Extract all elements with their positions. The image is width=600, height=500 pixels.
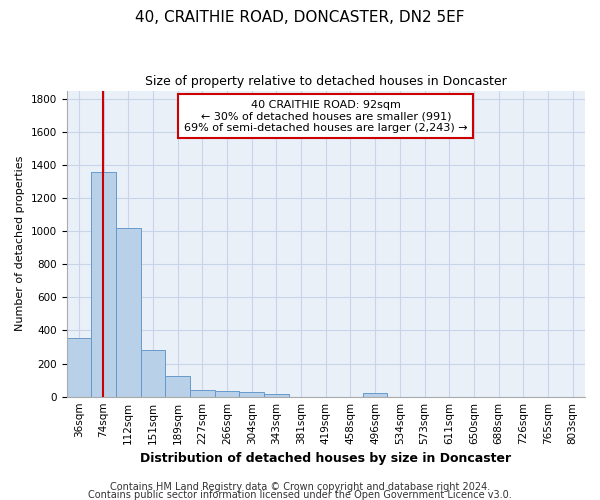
Bar — [215, 391, 239, 396]
Bar — [67, 338, 91, 396]
Bar — [264, 394, 289, 396]
Bar — [239, 392, 264, 396]
Text: Contains HM Land Registry data © Crown copyright and database right 2024.: Contains HM Land Registry data © Crown c… — [110, 482, 490, 492]
Title: Size of property relative to detached houses in Doncaster: Size of property relative to detached ho… — [145, 75, 506, 88]
Bar — [116, 228, 140, 396]
Text: Contains public sector information licensed under the Open Government Licence v3: Contains public sector information licen… — [88, 490, 512, 500]
Bar — [190, 390, 215, 396]
Bar — [140, 350, 165, 397]
Bar — [363, 394, 388, 396]
Bar — [165, 376, 190, 396]
Text: 40 CRAITHIE ROAD: 92sqm
← 30% of detached houses are smaller (991)
69% of semi-d: 40 CRAITHIE ROAD: 92sqm ← 30% of detache… — [184, 100, 467, 133]
Y-axis label: Number of detached properties: Number of detached properties — [15, 156, 25, 332]
Text: 40, CRAITHIE ROAD, DONCASTER, DN2 5EF: 40, CRAITHIE ROAD, DONCASTER, DN2 5EF — [135, 10, 465, 25]
Bar — [91, 172, 116, 396]
X-axis label: Distribution of detached houses by size in Doncaster: Distribution of detached houses by size … — [140, 452, 511, 465]
